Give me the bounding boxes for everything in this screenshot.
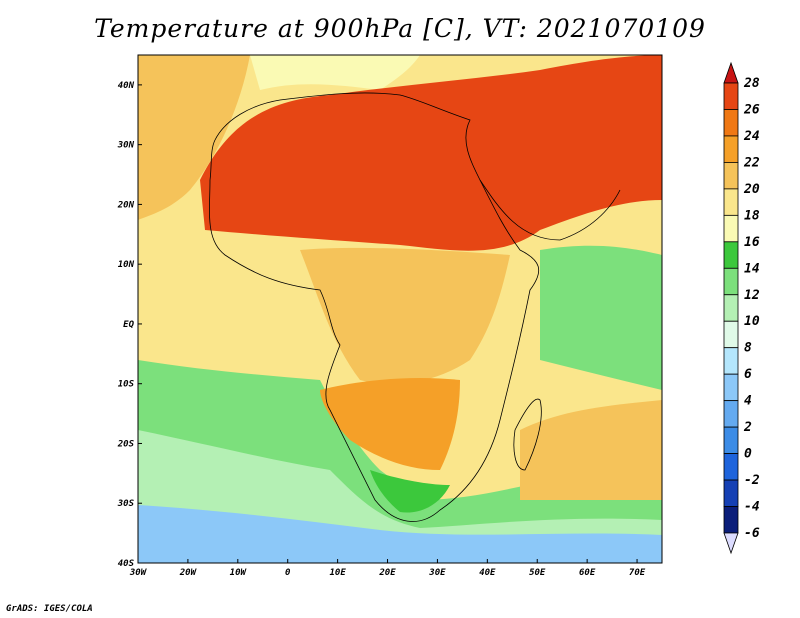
colorbar-label: -4 — [744, 500, 760, 515]
colorbar-box — [723, 320, 739, 349]
colorbar-label: 16 — [744, 235, 760, 250]
colorbar-box — [723, 426, 739, 454]
lon-tick-label: 50E — [529, 568, 546, 578]
colorbar-label: 10 — [744, 314, 760, 329]
lon-tick-label: 10W — [230, 568, 248, 578]
lon-tick-label: 30E — [428, 568, 446, 578]
colorbar-label: -6 — [744, 526, 760, 541]
region-south-africa-coast — [370, 470, 450, 513]
lat-tick-label: EQ — [123, 320, 134, 330]
colorbar-box — [723, 241, 739, 269]
colorbar-bottom-arrow — [723, 532, 739, 555]
colorbar-box — [723, 109, 739, 137]
colorbar-label: 18 — [744, 208, 760, 223]
region-southern-africa — [320, 378, 460, 470]
lon-tick-label: 60E — [579, 568, 596, 578]
colorbar-label: 24 — [743, 129, 760, 144]
region-indian-ocean-warm — [540, 245, 662, 390]
colorbar-label: 8 — [744, 341, 752, 356]
colorbar-box — [723, 162, 739, 190]
colorbar-box — [723, 135, 739, 163]
colorbar-box — [723, 373, 739, 402]
lat-tick-label: 30S — [117, 499, 135, 509]
colorbar-label: 2 — [743, 420, 752, 435]
colorbar-box — [723, 400, 739, 428]
colorbar-label: 22 — [743, 155, 760, 170]
lat-tick-label: 20N — [117, 200, 135, 210]
lat-tick-label: 40N — [118, 81, 135, 91]
map-title: Temperature at 900hPa [C], VT: 202107010… — [94, 14, 706, 43]
region-atlantic-north-green — [138, 55, 250, 220]
colorbar-box — [723, 214, 739, 243]
colorbar-label: 6 — [744, 367, 752, 382]
lon-tick-label: 20E — [378, 568, 396, 578]
colorbar-label: 0 — [744, 447, 752, 462]
latitude-axis: 40N 30N 20N 10N EQ 10S 20S 30S 40S — [117, 81, 142, 569]
lat-tick-label: 10N — [118, 260, 135, 270]
lat-tick-label: 10S — [118, 380, 135, 390]
lon-tick-label: 0 — [285, 568, 291, 578]
region-mediterranean — [250, 55, 420, 90]
colorbar-label: 20 — [743, 182, 760, 197]
region-central-africa — [300, 247, 510, 384]
colorbar-box — [723, 453, 739, 481]
colorbar-box — [723, 479, 739, 507]
lon-tick-label: 40E — [479, 568, 496, 578]
region-sahara-north — [200, 55, 662, 251]
plot-frame — [137, 54, 663, 564]
credit-text: GrADS: IGES/COLA — [6, 604, 93, 614]
longitude-axis: 30W 20W 10W 0 10E 20E 30E 40E 50E 60E 70E — [129, 559, 646, 578]
lon-tick-label: 10E — [329, 568, 346, 578]
lat-tick-label: 20S — [117, 439, 135, 449]
colorbar-label: -2 — [744, 473, 760, 488]
temperature-field — [138, 55, 662, 563]
lon-tick-label: 30W — [129, 568, 148, 578]
colorbar-box — [723, 506, 739, 534]
colorbar-box — [723, 188, 739, 216]
colorbar-box — [723, 294, 739, 322]
colorbar-label: 14 — [744, 261, 760, 276]
lon-tick-label: 20W — [179, 568, 198, 578]
colorbar-box — [723, 347, 739, 375]
lon-tick-label: 70E — [629, 568, 646, 578]
colorbar-box — [723, 82, 739, 110]
region-far-south-ocean — [138, 505, 662, 563]
africa-coastline — [209, 92, 540, 522]
colorbar-label: 4 — [744, 394, 752, 409]
region-indian-ocean-green — [520, 400, 662, 500]
colorbar-top-arrow — [723, 61, 739, 84]
colorbar-label: 28 — [743, 76, 760, 91]
colorbar-label: 26 — [743, 102, 760, 117]
colorbar-box — [723, 267, 739, 296]
colorbar-label: 12 — [744, 288, 760, 303]
lat-tick-label: 40S — [118, 559, 135, 569]
lat-tick-label: 30N — [117, 141, 135, 151]
arabia-coastline — [479, 179, 621, 241]
madagascar-coastline — [513, 398, 542, 471]
